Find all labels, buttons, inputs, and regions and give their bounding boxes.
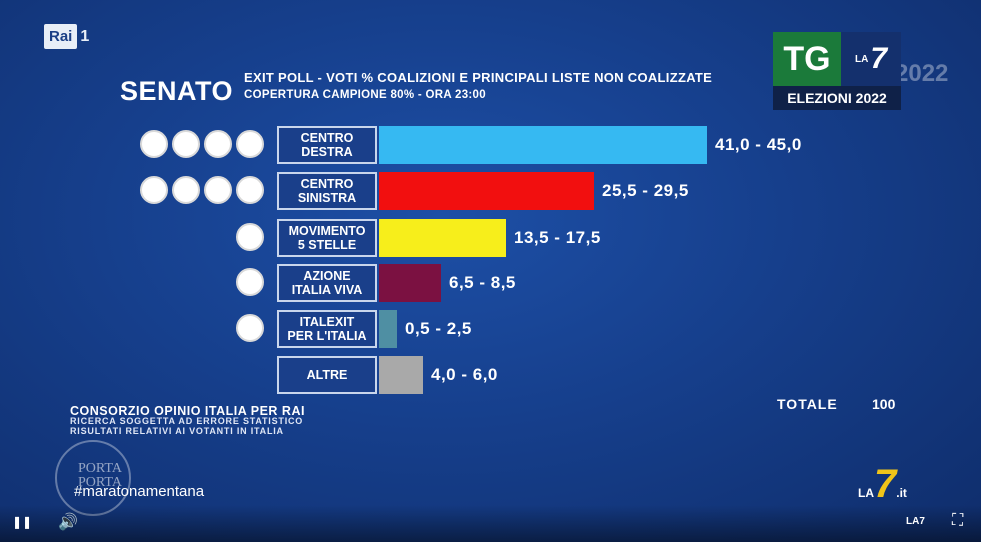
seven-text: 7 xyxy=(870,42,888,75)
category-label-line: 5 STELLE xyxy=(297,238,357,252)
tg-text: TG xyxy=(773,32,841,86)
range-label: 13,5 - 17,5 xyxy=(514,228,601,247)
category-label: ALTRE xyxy=(277,356,377,394)
category-label: MOVIMENTO 5 STELLE xyxy=(277,219,377,257)
category-label-line: SINISTRA xyxy=(297,191,357,205)
category-label-line: ALTRE xyxy=(306,368,348,382)
totale-value: 100 xyxy=(872,396,896,412)
totale-label: TOTALE xyxy=(777,396,838,412)
category-label: CENTRO SINISTRA xyxy=(277,172,377,210)
la7-it: .it xyxy=(896,486,907,500)
pause-button[interactable]: ❚❚ xyxy=(12,515,33,529)
range-label: 0,5 - 2,5 xyxy=(405,319,472,338)
la7-seven: 7 xyxy=(874,462,897,506)
la7-it-logo: LA7.it xyxy=(858,462,907,507)
party-logo-icon xyxy=(172,130,200,158)
la7-small-logo: LA7 xyxy=(906,516,925,527)
elezioni-label: ELEZIONI 2022 xyxy=(773,86,901,110)
hashtag: #maratonamentana xyxy=(74,483,205,500)
source-line-1: CONSORZIO OPINIO ITALIA PER RAI xyxy=(70,404,305,418)
rai-number: 1 xyxy=(80,27,90,45)
chart-subtitle-coverage: COPERTURA CAMPIONE 80% - ORA 23:00 xyxy=(244,89,486,101)
rai-text: Rai xyxy=(44,24,78,49)
player-controls: ❚❚ 🔊 LA7 ⛶ xyxy=(0,505,981,542)
party-logo-icon xyxy=(236,268,264,296)
rai1-logo: Rai 1 xyxy=(44,24,89,49)
bar xyxy=(379,356,423,394)
range-label: 4,0 - 6,0 xyxy=(431,365,498,384)
category-label-line: ITALIA VIVA xyxy=(291,283,363,297)
porta-word-1: PORTA xyxy=(78,461,122,476)
category-label: ITALEXIT PER L'ITALIA xyxy=(277,310,377,348)
party-logos xyxy=(236,268,264,296)
category-label-line: ITALEXIT xyxy=(299,315,355,329)
porta-a-porta-text: PORTA PORTA xyxy=(78,462,122,490)
category-label-line: AZIONE xyxy=(303,269,351,283)
category-label: CENTRO DESTRA xyxy=(277,126,377,164)
chart-title: SENATO xyxy=(120,76,234,106)
volume-button[interactable]: 🔊 xyxy=(58,514,78,531)
category-label-line: PER L'ITALIA xyxy=(287,329,367,343)
category-label-line: MOVIMENTO xyxy=(288,224,366,238)
la-text: LA xyxy=(854,53,869,65)
category-label-line: DESTRA xyxy=(301,145,353,159)
la7-mark: LA 7 xyxy=(841,32,901,86)
party-logo-icon xyxy=(204,130,232,158)
porta-a-porta-logo xyxy=(55,440,131,516)
bar xyxy=(379,126,707,164)
category-label: AZIONE ITALIA VIVA xyxy=(277,264,377,302)
category-label-line: CENTRO xyxy=(300,177,354,191)
party-logo-icon xyxy=(140,176,168,204)
range-label: 41,0 - 45,0 xyxy=(715,135,802,154)
party-logos xyxy=(236,314,264,342)
party-logo-icon xyxy=(140,130,168,158)
party-logo-icon xyxy=(236,176,264,204)
party-logos xyxy=(140,176,264,204)
ghost-year: 2022 xyxy=(895,60,949,87)
source-line-3: RISULTATI RELATIVI AI VOTANTI IN ITALIA xyxy=(70,426,284,436)
party-logos xyxy=(236,223,264,251)
party-logo-icon xyxy=(236,314,264,342)
porta-word-2: PORTA xyxy=(78,475,122,490)
range-label: 6,5 - 8,5 xyxy=(449,273,516,292)
range-label: 25,5 - 29,5 xyxy=(602,181,689,200)
fullscreen-button[interactable]: ⛶ xyxy=(952,512,964,529)
category-label-line: CENTRO xyxy=(300,131,354,145)
chart-subtitle: EXIT POLL - VOTI % COALIZIONI E PRINCIPA… xyxy=(244,70,713,85)
bar xyxy=(379,310,397,348)
bar xyxy=(379,219,506,257)
la7-la: LA xyxy=(858,486,874,500)
party-logo-icon xyxy=(172,176,200,204)
party-logo-icon xyxy=(204,176,232,204)
party-logos xyxy=(140,130,264,158)
party-logo-icon xyxy=(236,130,264,158)
tg-la7-logo: TG LA 7 ELEZIONI 2022 xyxy=(773,32,901,110)
bar xyxy=(379,264,441,302)
source-line-2: RICERCA SOGGETTA AD ERRORE STATISTICO xyxy=(70,416,304,426)
party-logo-icon xyxy=(236,223,264,251)
bar xyxy=(379,172,594,210)
